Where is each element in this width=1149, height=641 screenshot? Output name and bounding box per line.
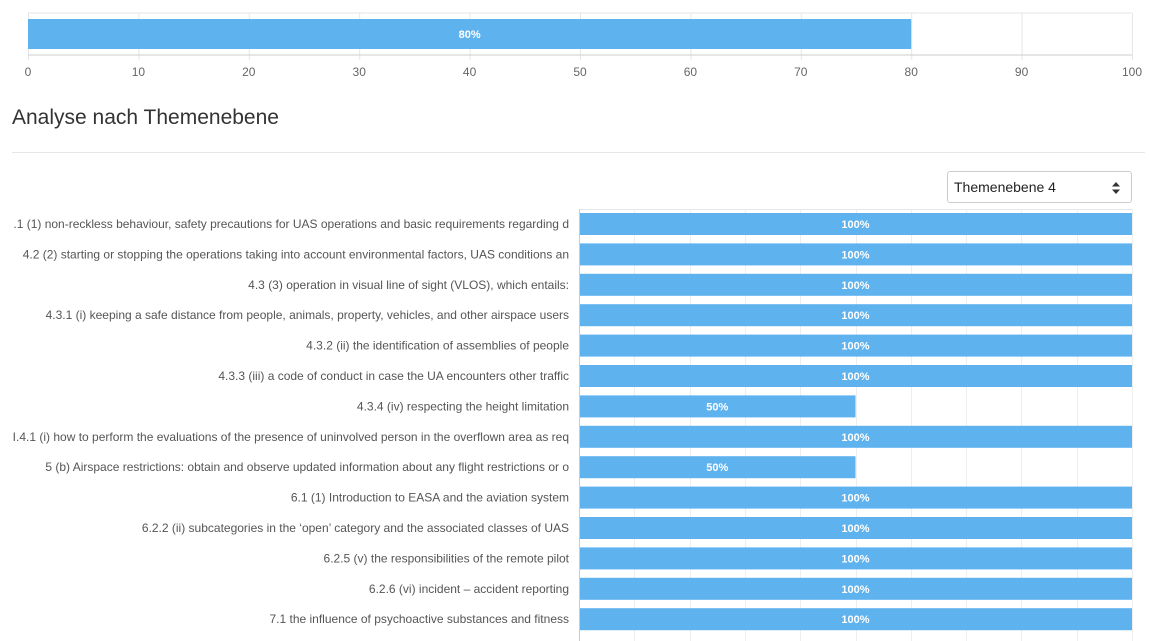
top-chart-x-tick-label: 70 bbox=[794, 65, 808, 79]
top-chart-x-tick-label: 90 bbox=[1015, 65, 1029, 79]
top-chart-x-tick-label: 80 bbox=[905, 65, 919, 79]
topic-bar-value-label: 100% bbox=[841, 341, 869, 353]
topic-category-label: 4.3.3 (iii) a code of conduct in case th… bbox=[218, 369, 569, 383]
topic-category-label: 7.1 the influence of psychoactive substa… bbox=[269, 612, 569, 626]
topic-category-label: I.4.1 (i) how to perform the evaluations… bbox=[13, 430, 569, 444]
topic-bar-value-label: 100% bbox=[841, 584, 869, 596]
top-chart-x-tick-label: 0 bbox=[25, 65, 32, 79]
topic-bar-value-label: 100% bbox=[841, 310, 869, 322]
topic-bar-value-label: 100% bbox=[841, 523, 869, 535]
topic-category-label: 5 (b) Airspace restrictions: obtain and … bbox=[45, 460, 569, 474]
top-chart-x-tick-label: 100 bbox=[1122, 65, 1142, 79]
topic-category-label: 4.3 (3) operation in visual line of sigh… bbox=[248, 278, 569, 292]
topic-category-label: 4.3.2 (ii) the identification of assembl… bbox=[306, 339, 569, 353]
topic-bar-value-label: 100% bbox=[841, 553, 869, 565]
topic-bar bbox=[580, 517, 1132, 539]
section-divider bbox=[12, 152, 1145, 153]
topic-bar bbox=[580, 243, 1132, 266]
sort-arrows-icon bbox=[1112, 182, 1120, 194]
topic-category-label: 6.2.5 (v) the responsibilities of the re… bbox=[324, 551, 570, 565]
topic-bar bbox=[580, 213, 1132, 235]
topic-bar bbox=[580, 608, 1132, 631]
topic-bar-value-label: 100% bbox=[841, 371, 869, 383]
topic-bar-value-label: 100% bbox=[841, 219, 869, 231]
topic-bar-value-label: 100% bbox=[841, 493, 869, 505]
top-chart-x-tick-label: 60 bbox=[684, 65, 698, 79]
topic-level-bar-chart: 100% .1 (1) non-reckless behaviour, safet… bbox=[13, 209, 1133, 641]
topic-category-label: 4.3.1 (i) keeping a safe distance from p… bbox=[46, 308, 569, 322]
topic-bar-value-label: 50% bbox=[706, 401, 728, 413]
topic-level-select-value: Themenebene 4 bbox=[954, 179, 1056, 195]
topic-category-label: 4.3.4 (iv) respecting the height limitat… bbox=[357, 399, 569, 413]
overall-score-bar bbox=[28, 19, 912, 49]
top-chart-x-tick-label: 10 bbox=[132, 65, 146, 79]
top-chart-x-tick-label: 40 bbox=[463, 65, 477, 79]
topic-bar-value-label: 100% bbox=[841, 432, 869, 444]
top-chart-x-tick-label: 30 bbox=[353, 65, 367, 79]
topic-bar bbox=[580, 334, 1132, 357]
topic-bar bbox=[580, 273, 1132, 296]
topic-bar bbox=[580, 365, 1132, 387]
overall-score-chart: 0 10 20 30 40 50 60 70 80 90 100 80% bbox=[25, 12, 1142, 79]
top-chart-x-tick-label: 20 bbox=[242, 65, 256, 79]
overall-score-value-label: 80% bbox=[459, 29, 481, 41]
topic-bar bbox=[580, 486, 1132, 509]
topic-bar bbox=[580, 577, 1132, 600]
topic-category-label: 6.1 (1) Introduction to EASA and the avi… bbox=[291, 491, 569, 505]
topic-bar bbox=[580, 304, 1132, 327]
topic-category-label: 4.2 (2) starting or stopping the operati… bbox=[23, 247, 569, 261]
topic-bar-value-label: 100% bbox=[841, 614, 869, 626]
topic-bar-value-label: 100% bbox=[841, 280, 869, 292]
topic-bar bbox=[580, 425, 1132, 448]
topic-category-label: 6.2.6 (vi) incident – accident reporting bbox=[369, 582, 569, 596]
topic-bar-value-label: 50% bbox=[706, 462, 728, 474]
topic-category-label: 6.2.2 (ii) subcategories in the ‘open’ c… bbox=[142, 521, 569, 535]
top-chart-x-tick-label: 50 bbox=[573, 65, 587, 79]
topic-bar bbox=[580, 547, 1132, 570]
section-title: Analyse nach Themenebene bbox=[12, 106, 279, 129]
topic-level-select[interactable]: Themenebene 4 bbox=[947, 171, 1132, 203]
topic-bar bbox=[580, 395, 856, 418]
topic-bar bbox=[580, 456, 856, 479]
topic-category-label: .1 (1) non-reckless behaviour, safety pr… bbox=[13, 217, 569, 231]
topic-bar-value-label: 100% bbox=[841, 249, 869, 261]
